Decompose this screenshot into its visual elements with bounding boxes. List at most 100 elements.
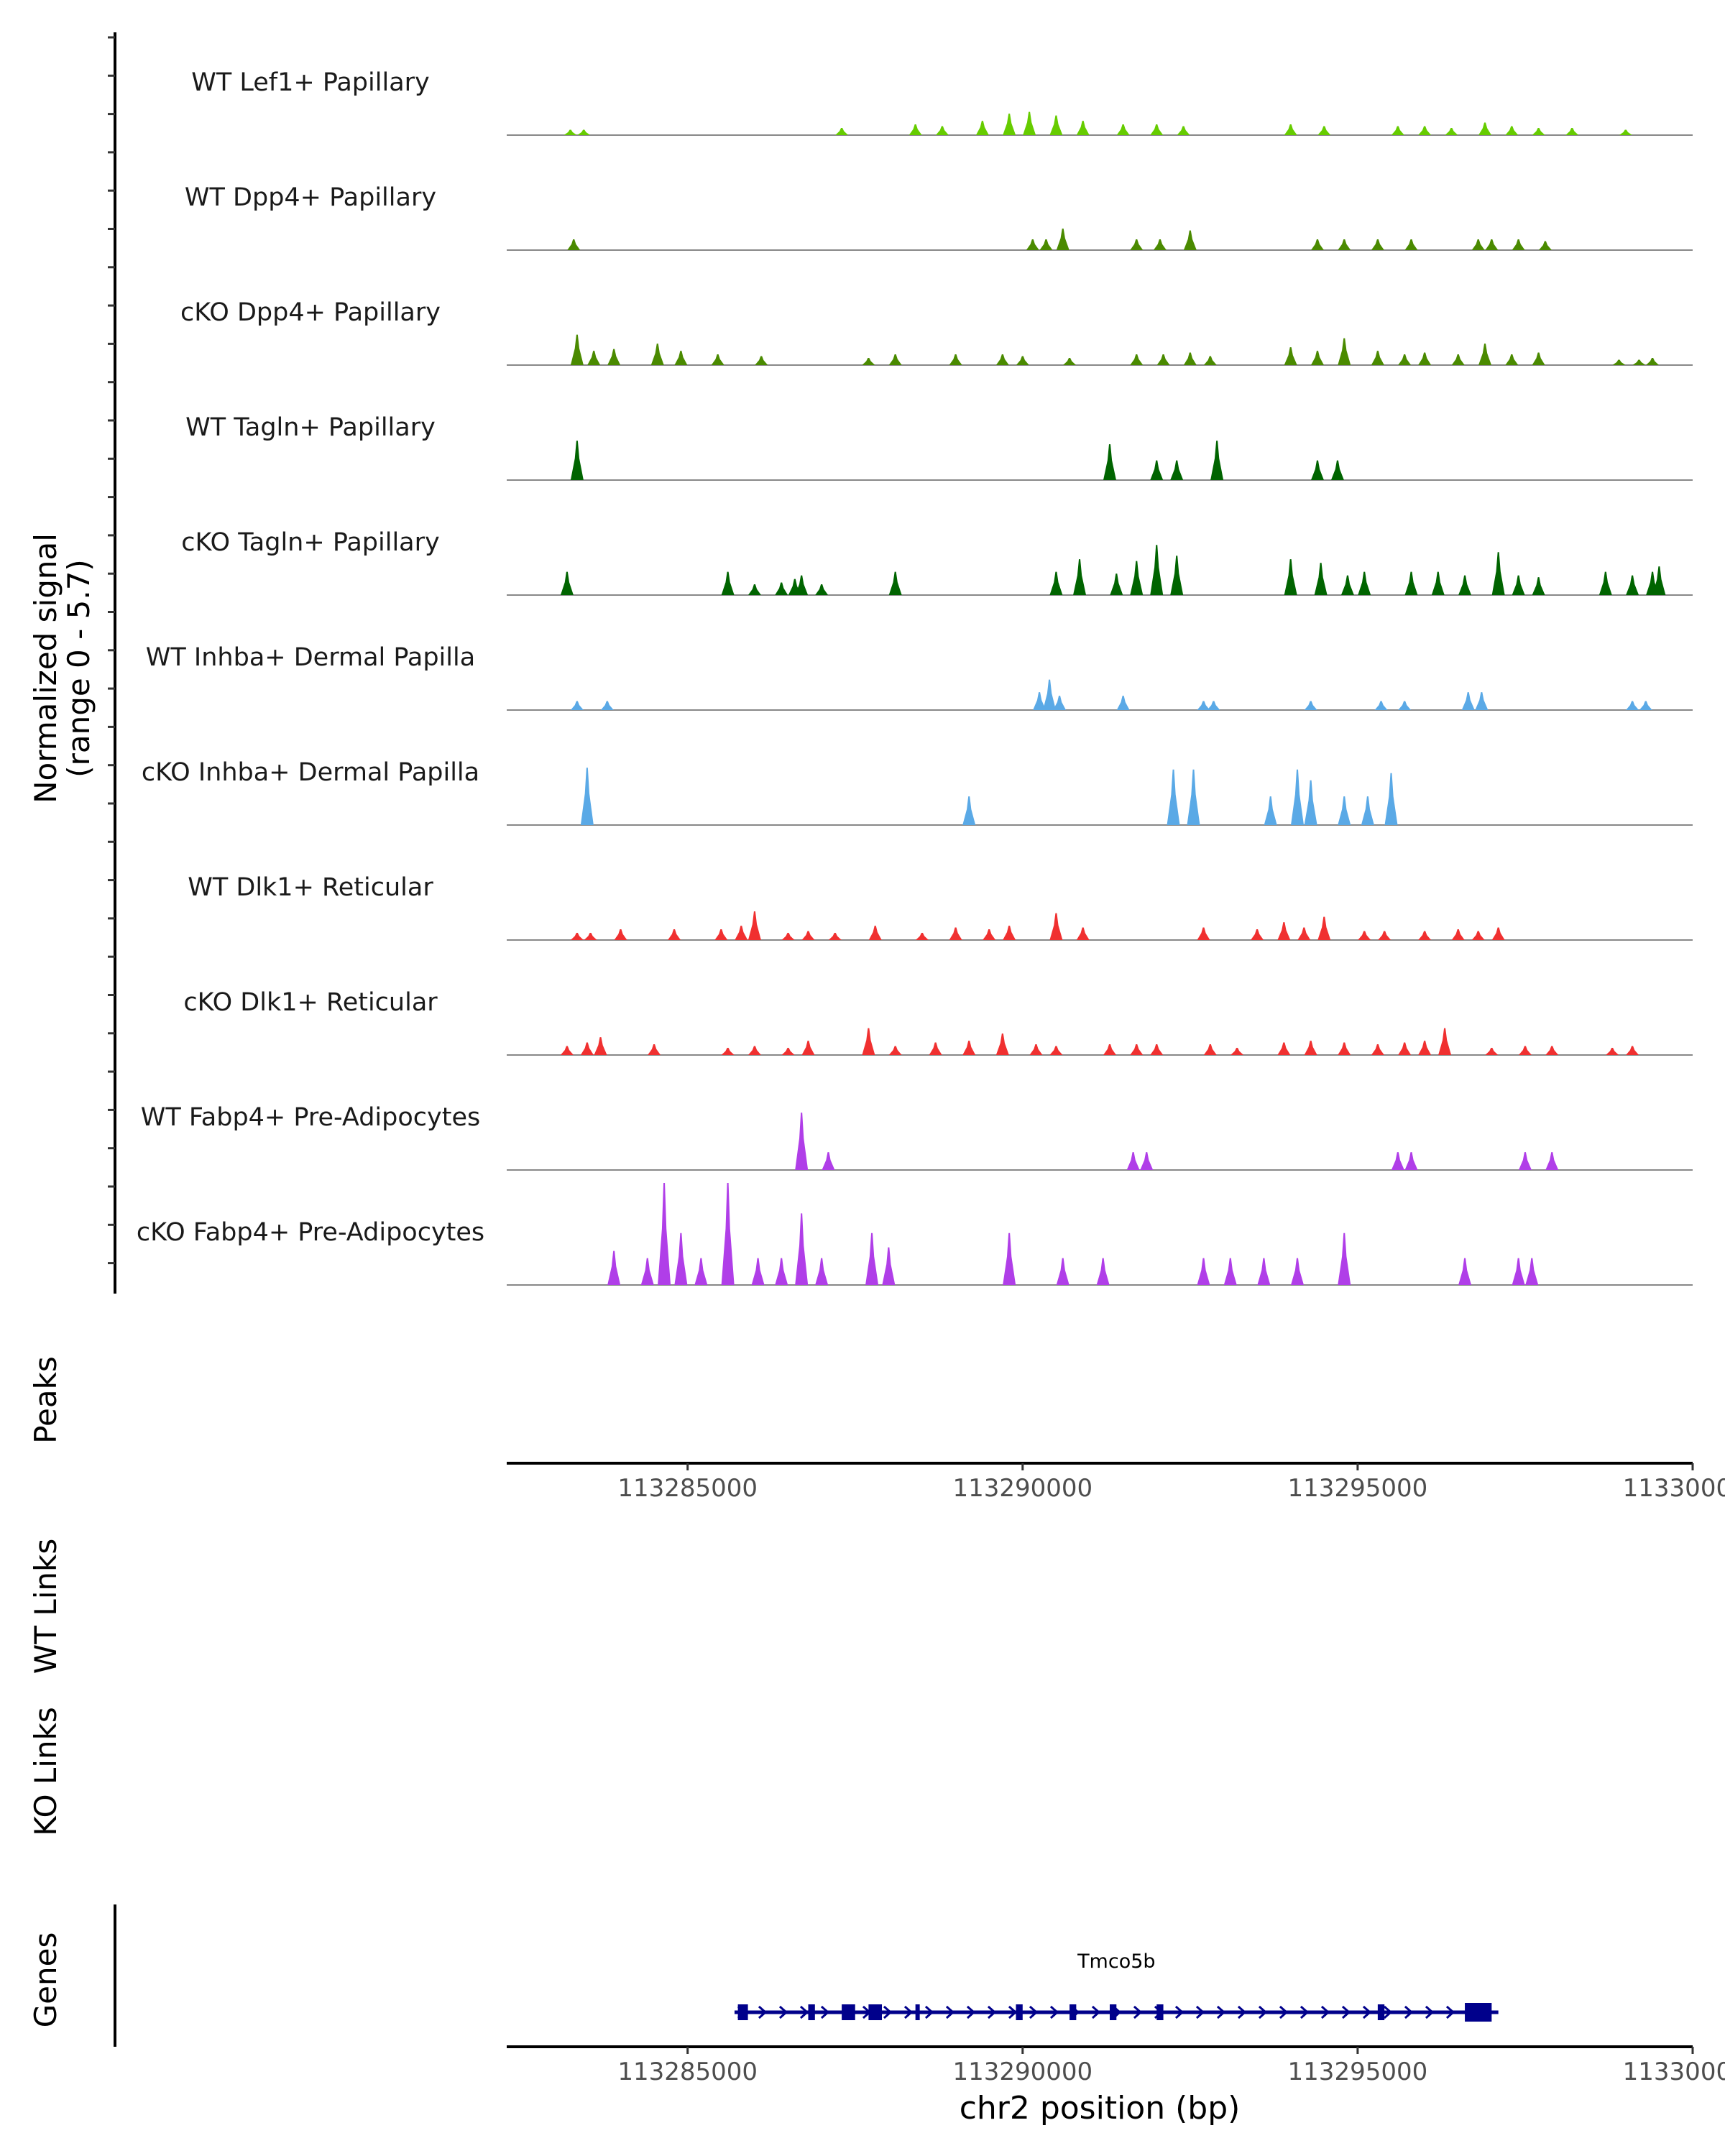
coverage-peak [1485, 1048, 1499, 1055]
coverage-peak [862, 1028, 875, 1055]
coverage-peak [1140, 1152, 1154, 1170]
coverage-peak [1491, 552, 1505, 595]
gene-exon [808, 2004, 815, 2020]
coverage-peak [1338, 1233, 1351, 1285]
coverage-peak [694, 1258, 708, 1285]
track: WT Dlk1+ Reticular [188, 873, 1693, 941]
coverage-peak [560, 1046, 574, 1055]
coverage-peak [1418, 931, 1432, 940]
coverage-peak [1076, 927, 1090, 940]
coverage-peak [1150, 545, 1164, 595]
coverage-peak [674, 1233, 688, 1285]
coverage-peak [1207, 701, 1220, 710]
coverage-peak [1639, 701, 1652, 710]
track-label: cKO Inhba+ Dermal Papilla [142, 758, 479, 787]
coverage-peak [1478, 122, 1492, 135]
coverage-peak [795, 1112, 809, 1170]
coverage-peak [1023, 111, 1036, 135]
coverage-peak [748, 1046, 761, 1055]
coverage-peak [1471, 931, 1485, 940]
coverage-peak [1391, 1152, 1404, 1170]
gene-exon [1465, 2003, 1492, 2022]
coverage-peak [1016, 356, 1029, 365]
coverage-peak [1126, 1152, 1140, 1170]
strand-arrow [1300, 2005, 1310, 2019]
coverage-peak [1103, 444, 1116, 480]
coverage-peak [1338, 239, 1351, 250]
coverage-peak [1103, 1044, 1116, 1055]
coverage-peak [915, 933, 929, 940]
coverage-peak [1512, 575, 1525, 595]
coverage-peak [1438, 1028, 1452, 1055]
coverage-peak [1043, 679, 1057, 710]
coverage-peak [949, 354, 962, 365]
track-label: WT Inhba+ Dermal Papilla [146, 643, 475, 672]
coverage-peak [1518, 1152, 1532, 1170]
coverage-peak [929, 1042, 942, 1055]
coverage-peak [1538, 241, 1552, 250]
coverage-peak [1277, 922, 1291, 940]
gene-exon [1109, 2004, 1117, 2020]
coverage-peak [1203, 356, 1217, 365]
strand-arrow [966, 2005, 976, 2019]
coverage-peak [1150, 460, 1164, 480]
gene-name-label: Tmco5b [1077, 1950, 1155, 1973]
coverage-peak [1404, 571, 1418, 595]
coverage-peak [1156, 354, 1170, 365]
coverage-peak [594, 1037, 607, 1055]
track-label: WT Dpp4+ Papillary [185, 183, 436, 212]
coverage-peak [711, 354, 724, 365]
coverage-peak [1183, 230, 1197, 250]
x-tick-label: 113285000 [617, 1474, 758, 1503]
coverage-peak [1197, 1258, 1210, 1285]
coverage-peak [650, 344, 664, 365]
coverage-peak [1598, 571, 1612, 595]
strand-arrow [1216, 2005, 1226, 2019]
coverage-peak [1361, 796, 1374, 825]
x-tick-label: 113290000 [952, 1474, 1092, 1503]
coverage-peak [1371, 1044, 1384, 1055]
coverage-peak [1458, 575, 1472, 595]
coverage-peak [1110, 573, 1123, 595]
strand-arrow [1195, 2005, 1205, 2019]
coverage-peak [1116, 124, 1130, 135]
coverage-peak [587, 351, 601, 365]
y-axis-ticks [108, 36, 115, 1265]
coverage-peak [1029, 1044, 1043, 1055]
coverage-peak [775, 582, 788, 595]
track-label: cKO Fabp4+ Pre-Adipocytes [137, 1218, 484, 1247]
track-label: WT Dlk1+ Reticular [188, 873, 433, 902]
coverage-peak [1130, 1044, 1144, 1055]
x-tick-label: 113300000 [1623, 1474, 1725, 1503]
strand-arrow [1320, 2005, 1330, 2019]
coverage-peak [1418, 126, 1432, 135]
coverage-peak [1565, 128, 1579, 135]
coverage-peak [1374, 701, 1388, 710]
coverage-peak [828, 933, 842, 940]
coverage-peak [1203, 1044, 1217, 1055]
coverage-peak [560, 571, 574, 595]
coverage-peak [570, 701, 584, 710]
coverage-peak [564, 129, 577, 135]
coverage-peak [658, 1183, 671, 1285]
x-axis-top: 113285000 113290000 113295000 113300000 [617, 1463, 1725, 1503]
coverage-peak [1512, 239, 1525, 250]
track-label: cKO Dpp4+ Papillary [180, 298, 441, 327]
coverage-peak [801, 1041, 815, 1055]
coverage-peak [795, 1213, 809, 1285]
strand-arrow [924, 2005, 934, 2019]
coverage-peak [1619, 129, 1632, 135]
coverage-peak [607, 1250, 621, 1285]
coverage-peak [1284, 347, 1297, 365]
coverage-peak [975, 121, 989, 135]
coverage-peak [584, 933, 597, 940]
coverage-peak [815, 584, 829, 595]
strand-arrow [1133, 2005, 1143, 2019]
strand-arrow [1008, 2005, 1018, 2019]
coverage-peak [1398, 1042, 1412, 1055]
coverage-peak [1646, 358, 1660, 365]
coverage-peak [795, 575, 809, 595]
coverage-peak [1264, 796, 1277, 825]
track: WT Tagln+ Papillary [185, 413, 1693, 481]
coverage-peak [1532, 128, 1545, 135]
